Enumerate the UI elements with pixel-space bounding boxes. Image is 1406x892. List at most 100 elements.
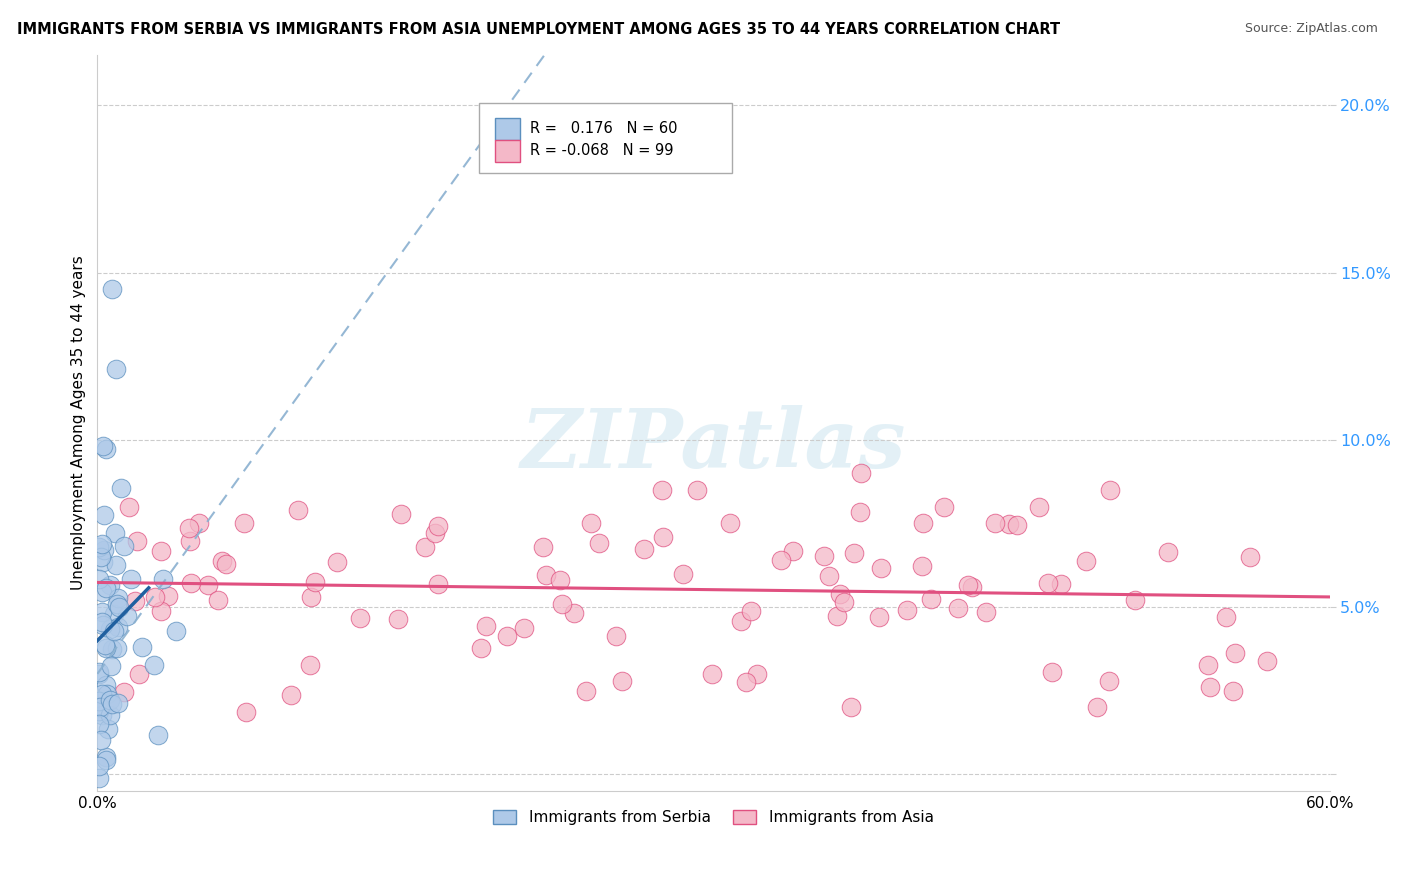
Point <box>94 678 117 692</box>
Point <box>1223 646 1246 660</box>
Point <box>90 549 112 564</box>
Point <box>579 516 602 531</box>
Point <box>304 575 326 590</box>
Point <box>112 539 135 553</box>
Point <box>146 728 169 742</box>
Point <box>868 610 890 624</box>
Point <box>740 604 762 618</box>
Point <box>177 521 200 535</box>
FancyBboxPatch shape <box>495 140 520 161</box>
Point <box>105 597 128 611</box>
Point <box>1256 654 1278 668</box>
Point <box>131 640 153 654</box>
Point <box>180 576 202 591</box>
Point <box>562 606 585 620</box>
Y-axis label: Unemployment Among Ages 35 to 44 years: Unemployment Among Ages 35 to 44 years <box>72 256 86 591</box>
Point <box>1085 700 1108 714</box>
Point <box>1215 610 1237 624</box>
Point <box>651 531 673 545</box>
Point <box>93 543 115 558</box>
Text: R = -0.068   N = 99: R = -0.068 N = 99 <box>530 144 673 158</box>
Point <box>110 481 132 495</box>
Point <box>1156 544 1178 558</box>
Point <box>849 466 872 480</box>
Point <box>912 516 935 531</box>
Point <box>349 610 371 624</box>
Point <box>672 566 695 581</box>
Point <box>470 641 492 656</box>
Point <box>575 683 598 698</box>
Point <box>1040 665 1063 679</box>
Point <box>1099 483 1122 497</box>
Point <box>94 641 117 656</box>
Point <box>474 618 496 632</box>
Point <box>1098 673 1121 688</box>
Point <box>842 545 865 559</box>
Point <box>91 687 114 701</box>
Point <box>188 516 211 531</box>
Point <box>114 685 136 699</box>
Point <box>934 500 956 514</box>
Point <box>946 601 969 615</box>
Point <box>730 615 752 629</box>
Point <box>998 517 1021 532</box>
Point <box>100 658 122 673</box>
Point <box>101 642 124 657</box>
Point <box>588 536 610 550</box>
Text: IMMIGRANTS FROM SERBIA VS IMMIGRANTS FROM ASIA UNEMPLOYMENT AMONG AGES 35 TO 44 : IMMIGRANTS FROM SERBIA VS IMMIGRANTS FRO… <box>17 22 1060 37</box>
Point <box>1197 657 1219 672</box>
Point <box>89 772 111 786</box>
Point <box>96 750 118 764</box>
Point <box>830 587 852 601</box>
Point <box>108 600 131 615</box>
Point <box>984 516 1007 531</box>
Point <box>89 758 111 772</box>
Point <box>387 612 409 626</box>
Point <box>91 615 114 630</box>
Point <box>495 629 517 643</box>
Point <box>105 641 128 656</box>
Legend: Immigrants from Serbia, Immigrants from Asia: Immigrants from Serbia, Immigrants from … <box>488 804 939 831</box>
Point <box>735 674 758 689</box>
Point <box>911 558 934 573</box>
Point <box>124 594 146 608</box>
Point <box>120 572 142 586</box>
Point <box>98 578 121 592</box>
Point <box>211 554 233 568</box>
Point <box>165 624 187 638</box>
Point <box>143 657 166 672</box>
Point <box>957 578 980 592</box>
Point <box>920 592 942 607</box>
Point <box>157 590 180 604</box>
Point <box>98 623 121 637</box>
Text: R =   0.176   N = 60: R = 0.176 N = 60 <box>530 121 678 136</box>
Point <box>100 697 122 711</box>
Point <box>1076 554 1098 568</box>
Point <box>91 605 114 619</box>
Point <box>287 503 309 517</box>
Point <box>104 558 127 573</box>
Point <box>93 638 115 652</box>
Text: ZIPatlas: ZIPatlas <box>520 405 907 485</box>
Point <box>89 573 111 587</box>
Point <box>1005 517 1028 532</box>
Point <box>426 519 449 533</box>
Point <box>232 516 254 531</box>
Point <box>389 507 412 521</box>
Point <box>425 526 447 541</box>
Point <box>1028 500 1050 515</box>
Point <box>413 540 436 554</box>
Point <box>1239 549 1261 564</box>
Point <box>551 598 574 612</box>
Point <box>107 591 129 605</box>
Point <box>89 717 111 731</box>
Point <box>651 483 673 497</box>
Point <box>179 533 201 548</box>
Point <box>100 282 122 296</box>
Point <box>103 607 125 621</box>
Point <box>98 708 121 723</box>
Point <box>103 624 125 638</box>
Point <box>299 657 322 672</box>
Point <box>117 609 139 624</box>
Point <box>91 555 114 569</box>
